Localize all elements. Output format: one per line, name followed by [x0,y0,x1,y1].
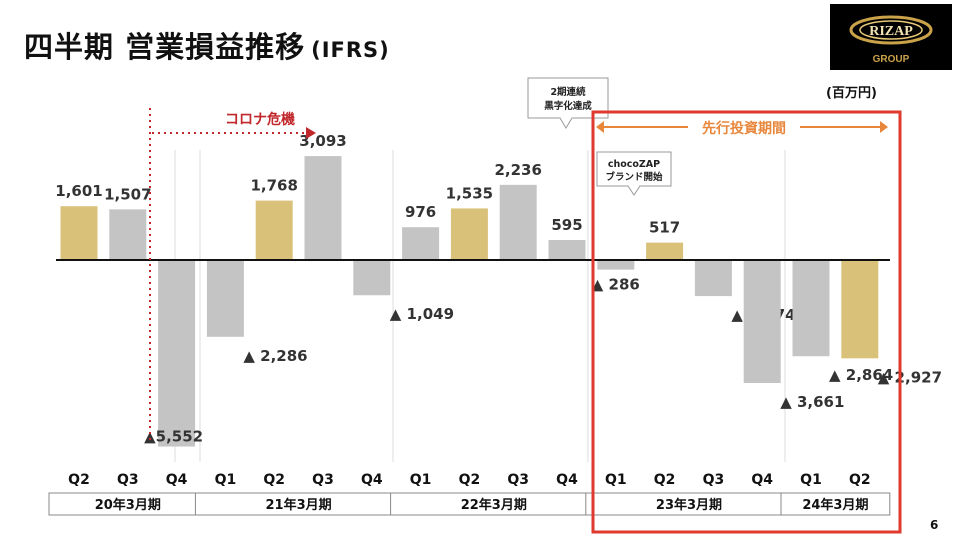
bar-q4 [353,260,391,296]
category-label: Q1 [410,472,432,488]
data-label: ▲ 2,286 [243,347,307,365]
investment-period-label: 先行投資期間 [702,120,786,137]
category-label: Q1 [605,472,627,488]
data-label: 2,236 [494,161,541,179]
data-label: 1,601 [55,182,102,200]
logo-brand-text: RIZAP [869,24,913,39]
bar-q4 [548,240,586,260]
category-label: Q2 [68,472,90,488]
data-label: 3,093 [299,132,346,150]
category-label: Q1 [215,472,237,488]
fiscal-year-label: 20年3月期 [95,497,161,513]
bar-q1 [792,260,830,357]
bar-q4 [158,260,196,447]
rizap-logo: RIZAP GROUP [830,4,952,70]
two-term-callout [527,77,609,129]
data-label: ▲ 2,927 [878,368,942,386]
category-label: Q3 [703,472,725,488]
bar-q1 [597,260,635,270]
bar-q2 [255,200,293,260]
category-label: Q2 [459,472,481,488]
data-label: ▲ 2,864 [829,366,893,384]
data-label: ▲ 1,049 [390,305,454,323]
bar-q3 [694,260,732,297]
bar-q2 [646,242,684,260]
investment-arrowhead-left [596,121,604,133]
category-label: Q3 [312,472,334,488]
category-label: Q4 [361,472,383,488]
data-label: ▲ 286 [592,276,640,294]
category-label: Q2 [654,472,676,488]
two-term-line-2: 黒字化達成 [544,100,592,112]
chocozap-line-1: chocoZAP [608,159,660,170]
category-label: Q1 [800,472,822,488]
bar-q2 [450,208,488,260]
unit-label: (百万円) [826,86,877,101]
two-term-line-1: 2期連続 [550,86,586,98]
category-label: Q2 [849,472,871,488]
data-label: 1,507 [104,185,151,203]
investment-period-frame [591,110,902,534]
category-label: Q3 [507,472,529,488]
fiscal-year-label: 22年3月期 [461,497,527,513]
bar-q1 [206,260,244,337]
data-label: ▲ 3,661 [780,393,844,411]
data-label: 976 [405,203,436,221]
bar-q3 [109,209,147,260]
title-main: 四半期 営業損益推移 [24,30,306,64]
data-label: 517 [649,219,680,237]
fiscal-year-label: 21年3月期 [266,497,332,513]
chocozap-line-2: ブランド開始 [605,171,663,183]
bar-q4 [743,260,781,384]
category-label: Q4 [556,472,578,488]
chocozap-callout [596,151,672,196]
bar-q3 [304,156,342,260]
category-label: Q2 [263,472,285,488]
bar-q3 [499,184,537,260]
investment-label-bg [688,117,800,137]
bar-q1 [402,227,440,260]
fiscal-year-label: 23年3月期 [656,497,722,513]
fiscal-year-box [780,492,891,516]
corona-label: コロナ危機 [225,111,295,128]
bar-q2 [60,206,98,260]
corona-arrowhead [306,127,316,139]
page-number: 6 [930,518,939,532]
fiscal-year-label: 24年3月期 [802,497,868,513]
category-label: Q4 [166,472,188,488]
title-suffix: (IFRS) [311,38,390,62]
bar-q2 [841,260,879,359]
page-title: 四半期 営業損益推移 (IFRS) [24,24,390,66]
data-label: 1,535 [446,184,493,202]
logo-sub-text: GROUP [873,54,910,65]
investment-arrowhead-right [880,121,888,133]
data-label: 595 [551,216,582,234]
category-label: Q3 [117,472,139,488]
data-label: ▲5,552 [144,428,203,446]
data-label: 1,768 [250,177,297,195]
category-label: Q4 [751,472,773,488]
